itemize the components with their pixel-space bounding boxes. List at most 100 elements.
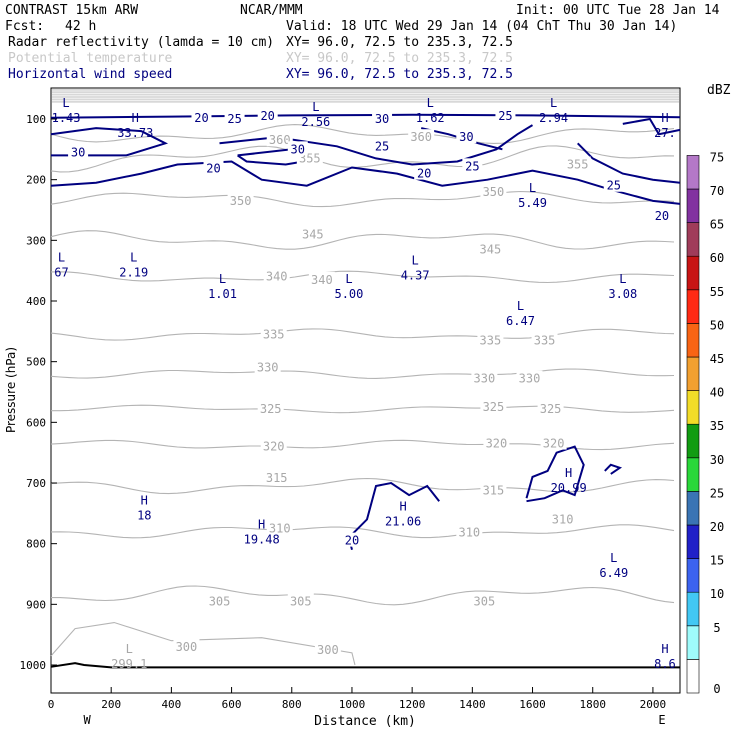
wind-label-bg [341, 532, 362, 547]
colorbar-tick-label: 75 [710, 150, 724, 164]
colorbar-tick-label: 15 [710, 554, 724, 568]
colorbar-tick-label: 10 [710, 587, 724, 601]
colorbar-swatch [686, 625, 700, 660]
theta-label: 310 [458, 526, 480, 540]
theta-contour [50, 270, 675, 284]
theta-label: 320 [486, 437, 508, 451]
x-tick-label: 600 [222, 698, 242, 711]
field-xy: XY= 96.0, 72.5 to 235.3, 72.5 [286, 35, 513, 50]
theta-label-bg [299, 226, 326, 241]
colorbar-swatch [686, 155, 700, 190]
wind-label-bg [651, 208, 672, 223]
colorbar-tick-label: 50 [710, 318, 724, 332]
colorbar-swatch [686, 323, 700, 358]
colorbar-tick-label: 30 [710, 453, 724, 467]
theta-label: 310 [269, 522, 291, 536]
high-marker: H [132, 111, 139, 125]
colorbar-tick-label: 20 [710, 520, 724, 534]
low-marker: L [619, 272, 626, 286]
high-marker: H [400, 499, 407, 513]
theta-contour [50, 190, 675, 208]
wind-label: 20 [417, 167, 431, 181]
theta-label-bg [483, 435, 510, 450]
wind-label: 30 [71, 145, 85, 159]
y-tick-label: 1000 [20, 659, 47, 672]
y-axis: 100 200 300 400 500 600 700 800 900 1000 [20, 113, 57, 672]
theta-contour-300 [50, 621, 356, 666]
wind-label-bg [372, 138, 393, 153]
theta-label: 340 [266, 270, 288, 284]
theta-label-bg [471, 370, 498, 385]
theta-label: 360 [269, 133, 291, 147]
y-tick-label: 900 [26, 598, 46, 611]
model-title: CONTRAST 15km ARW [5, 3, 138, 18]
theta-label-bg [540, 435, 567, 450]
theta-label: 300 [317, 643, 339, 657]
wind-contour [50, 160, 681, 205]
y-tick-label: 700 [26, 477, 46, 490]
theta-label: 320 [543, 437, 565, 451]
low-marker: L [345, 272, 352, 286]
y-tick-label: 300 [26, 234, 46, 247]
theta-label-bg [314, 641, 341, 656]
colorbar-swatch [686, 558, 700, 593]
colorbar-swatch [686, 289, 700, 324]
theta-label: 355 [567, 158, 589, 172]
terrain-line [50, 662, 680, 669]
x-tick-label: 800 [282, 698, 302, 711]
extremum-value: 1.01 [208, 287, 237, 301]
theta-label: 335 [480, 333, 502, 347]
theta-label-bg [480, 482, 507, 497]
theta-label-bg [537, 400, 564, 415]
theta-label: 330 [257, 361, 279, 375]
colorbar-tick-label: 35 [710, 419, 724, 433]
theta-label: 320 [263, 440, 285, 454]
wind-label: 20 [260, 109, 274, 123]
theta-label: 330 [474, 372, 496, 386]
colorbar-swatch [686, 423, 700, 459]
terrain-profile [50, 662, 680, 669]
colorbar-swatch [686, 457, 700, 492]
extremum-value: 2.94 [539, 111, 568, 125]
x-tick-label: 400 [161, 698, 181, 711]
colorbar-unit: dBZ [707, 83, 731, 98]
wind-label: 25 [607, 179, 621, 193]
x-tick-label: 1000 [339, 698, 366, 711]
extremum-value: 6.49 [599, 566, 628, 580]
theta-label: 300 [176, 640, 198, 654]
wind-label-bg [224, 111, 245, 125]
field-name: Radar reflectivity (lamda = 10 cm) [8, 35, 274, 50]
low-marker: L [550, 96, 557, 110]
forecast-label: Fcst: [5, 19, 44, 34]
high-marker: H [661, 111, 668, 125]
x-axis-title: Distance (km) [314, 714, 416, 729]
theta-label: 330 [519, 372, 541, 386]
x-tick-label: 0 [48, 698, 55, 711]
theta-label-bg [477, 241, 504, 256]
theta-contour [50, 524, 675, 539]
theta-contour [50, 368, 675, 379]
y-tick-label: 600 [26, 416, 46, 429]
wind-label: 25 [227, 112, 241, 126]
wind-label-bg [603, 177, 624, 192]
wind-label-bg [462, 158, 483, 173]
x-tick-label: 2000 [640, 698, 667, 711]
field-name: Potential temperature [8, 51, 173, 66]
theta-label-bg [254, 359, 281, 374]
extremum-value: 1.43 [52, 111, 81, 125]
wind-label: 20 [206, 162, 220, 176]
y-tick-label: 200 [26, 174, 46, 187]
low-marker: L [412, 254, 419, 268]
extremum-value: 67 [54, 266, 68, 280]
theta-contour [50, 230, 675, 250]
low-marker: L [219, 272, 226, 286]
theta-label-bg [480, 399, 507, 414]
theta-label-bg [206, 593, 233, 608]
low-marker: L [58, 251, 65, 265]
theta-label-bg [260, 438, 287, 453]
theta-label-bg [477, 332, 504, 347]
high-marker: H [565, 466, 572, 480]
x-tick-label: 1800 [579, 698, 606, 711]
potential-temperature-contours [50, 124, 675, 666]
